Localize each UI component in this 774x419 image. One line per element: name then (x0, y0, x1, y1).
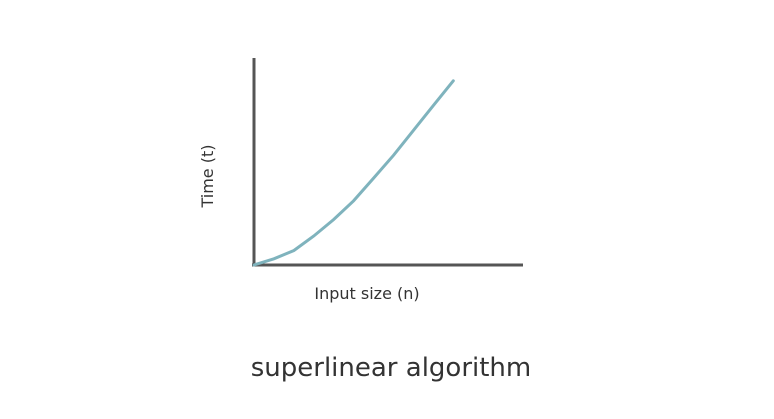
y-axis-label: Time (t) (198, 145, 217, 209)
series-line (252, 79, 455, 267)
plot-area (252, 58, 523, 267)
x-axis-label: Input size (n) (314, 284, 419, 303)
chart-caption: superlinear algorithm (251, 353, 532, 383)
